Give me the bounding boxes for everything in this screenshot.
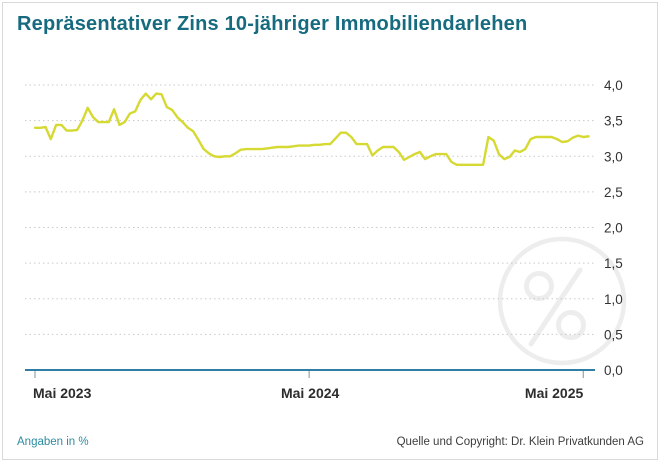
y-axis-label: 0,5	[604, 327, 623, 342]
y-axis-label: 2,0	[604, 221, 623, 236]
x-axis-label: Mai 2024	[281, 385, 340, 401]
y-axis-label: 1,0	[604, 292, 623, 307]
watermark-percent-dot	[556, 310, 586, 340]
x-axis-label: Mai 2023	[33, 385, 92, 401]
y-axis-label: 3,0	[604, 149, 623, 164]
watermark-percent-slash	[528, 267, 583, 347]
rate-line	[33, 92, 590, 167]
source-copyright: Quelle und Copyright: Dr. Klein Privatku…	[396, 436, 644, 448]
page-frame	[2, 2, 658, 460]
y-axis-label: 1,5	[604, 256, 623, 271]
unit-note: Angaben in %	[17, 436, 89, 448]
x-axis-label: Mai 2025	[525, 385, 584, 401]
y-axis-label: 2,5	[604, 185, 623, 200]
watermark-percent-dot	[524, 271, 554, 301]
y-axis-label: 4,0	[604, 78, 623, 93]
y-axis-label: 0,0	[604, 363, 623, 378]
chart-title: Repräsentativer Zins 10-jähriger Immobil…	[17, 13, 528, 35]
watermark-outer-circle	[497, 236, 627, 366]
y-axis-label: 3,5	[604, 114, 623, 129]
